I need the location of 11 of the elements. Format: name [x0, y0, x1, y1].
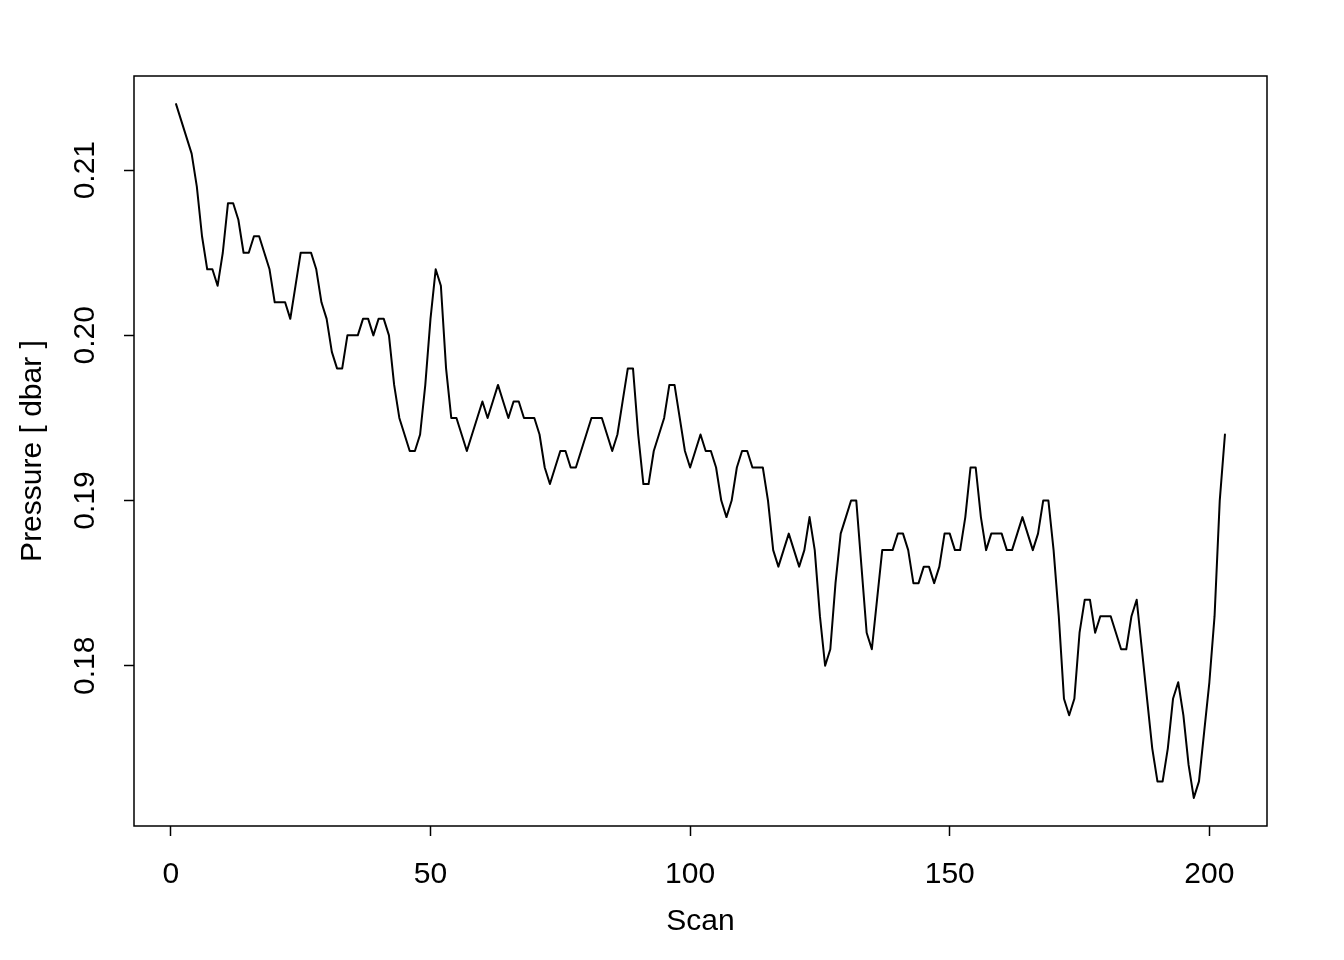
x-tick-label: 200 — [1184, 856, 1235, 890]
x-axis-title: Scan — [666, 903, 735, 937]
y-tick-label: 0.19 — [67, 471, 101, 530]
x-tick-label: 50 — [413, 856, 448, 890]
x-tick-label: 100 — [665, 856, 716, 890]
y-axis-title: Pressure [ dbar ] — [14, 340, 48, 562]
y-tick-label: 0.20 — [67, 306, 101, 365]
y-tick-label: 0.18 — [67, 636, 101, 695]
x-tick-label: 0 — [162, 856, 180, 890]
y-tick-label: 0.21 — [67, 140, 101, 200]
x-tick-label: 150 — [924, 856, 975, 890]
